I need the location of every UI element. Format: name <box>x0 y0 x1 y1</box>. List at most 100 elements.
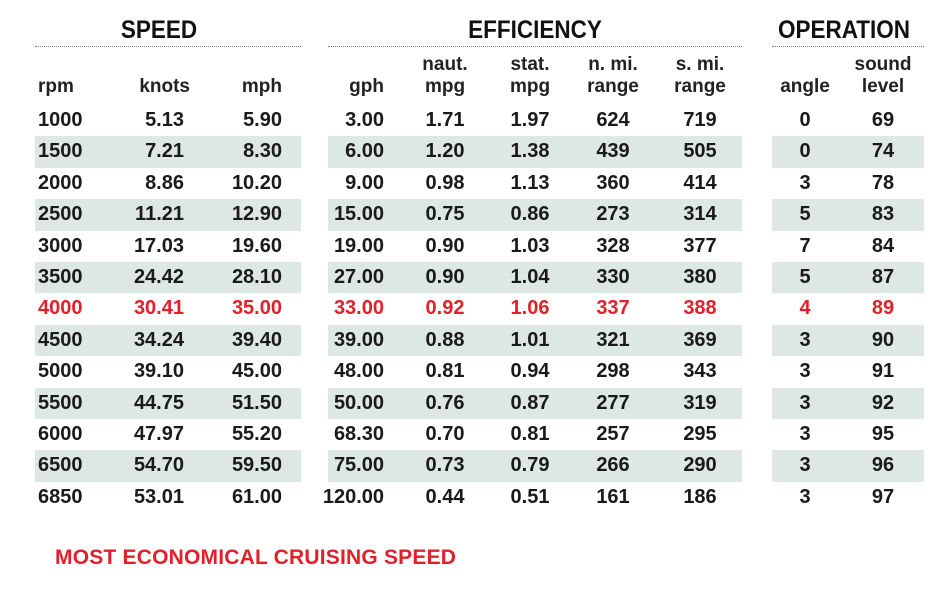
table-cell-nmi-range: 328 <box>596 234 630 257</box>
table-cell-rpm: 4500 <box>38 328 83 351</box>
table-cell-knots: 44.75 <box>133 391 184 414</box>
row-band <box>772 262 924 294</box>
table-cell-smi-range: 369 <box>683 328 717 351</box>
table-cell-gph: 48.00 <box>333 360 384 383</box>
table-cell-stat-mpg: 0.94 <box>510 360 550 383</box>
table-cell-sound-level: 96 <box>871 454 895 477</box>
table-row: 6850 53.01 61.00 120.00 0.44 0.51 161 186 3 97 <box>0 482 936 513</box>
table-cell-gph: 3.00 <box>345 109 384 131</box>
table-cell-rpm: 2500 <box>38 203 83 226</box>
column-header-line1: sound <box>854 54 912 75</box>
table-cell-stat-mpg: 0.87 <box>510 391 550 414</box>
table-cell-knots: 11.21 <box>135 203 184 226</box>
table-cell-angle: 7 <box>799 234 811 257</box>
column-header-line2: knots <box>139 76 190 97</box>
table-cell-gph: 27.00 <box>333 266 384 288</box>
table-cell-stat-mpg: 1.38 <box>510 140 550 163</box>
table-row: 2500 11.21 12.90 15.00 0.75 0.86 273 314 5 83 <box>0 199 936 231</box>
table-cell-rpm: 3500 <box>38 266 83 288</box>
column-header-line2: rpm <box>38 76 74 97</box>
table-cell-nmi-range: 161 <box>596 485 630 508</box>
group-rule-efficiency <box>328 46 742 47</box>
table-cell-knots: 47.97 <box>133 423 184 445</box>
row-band <box>35 450 301 482</box>
table-cell-stat-mpg: 0.81 <box>510 423 550 445</box>
table-cell-knots: 39.10 <box>133 360 184 383</box>
table-cell-mph: 12.90 <box>231 203 282 226</box>
table-row: 6500 54.70 59.50 75.00 0.73 0.79 266 290 3 96 <box>0 450 936 482</box>
table-cell-gph: 68.30 <box>333 423 384 445</box>
column-header-rpm: rpm <box>38 50 98 98</box>
table-row: 4500 34.24 39.40 39.00 0.88 1.01 321 369 3 90 <box>0 324 936 357</box>
table-cell-gph: 9.00 <box>345 171 384 194</box>
table-row: 2000 8.86 10.20 9.00 0.98 1.13 360 414 3 78 <box>0 168 936 199</box>
table-cell-knots: 53.01 <box>133 485 184 508</box>
group-title-speed: SPEED <box>120 16 198 44</box>
table-cell-nmi-range: 330 <box>596 266 630 288</box>
column-header-line2: range <box>674 76 726 97</box>
table-row: 5500 44.75 51.50 50.00 0.76 0.87 277 319 3 92 <box>0 387 936 419</box>
table-cell-stat-mpg: 1.04 <box>510 266 550 288</box>
table-row: 3500 24.42 28.10 27.00 0.90 1.04 330 380 5 87 <box>0 262 936 294</box>
table-cell-angle: 5 <box>799 203 811 226</box>
table-cell-knots: 24.42 <box>133 266 184 288</box>
table-cell-mph: 55.20 <box>231 423 282 445</box>
table-cell-mph: 28.10 <box>231 266 282 288</box>
column-header-line1: n. mi. <box>588 54 638 75</box>
table-cell-mph: 10.20 <box>231 171 282 194</box>
column-header-line2: mpg <box>509 76 551 97</box>
table-cell-nmi-range: 439 <box>596 140 630 163</box>
row-band <box>328 262 742 294</box>
row-band <box>328 450 742 482</box>
table-cell-sound-level: 92 <box>871 391 895 414</box>
table-row: 1000 5.13 5.90 3.00 1.71 1.97 624 719 0 69 <box>0 105 936 136</box>
table-cell-sound-level: 84 <box>871 234 895 257</box>
row-band <box>328 387 742 419</box>
table-cell-knots: 17.03 <box>133 234 184 257</box>
table-cell-gph: 33.00 <box>333 297 384 320</box>
table-cell-stat-mpg: 0.86 <box>510 203 550 226</box>
table-cell-mph: 39.40 <box>231 328 282 351</box>
table-cell-gph: 39.00 <box>333 328 384 351</box>
table-cell-stat-mpg: 0.51 <box>510 485 550 508</box>
table-cell-rpm: 5500 <box>38 391 83 414</box>
table-cell-nmi-range: 257 <box>596 423 630 445</box>
table-cell-nmi-range: 624 <box>596 109 630 131</box>
table-cell-naut-mpg: 0.90 <box>425 234 465 257</box>
column-header-line2: range <box>587 76 639 97</box>
table-row: 1500 7.21 8.30 6.00 1.20 1.38 439 505 0 74 <box>0 136 936 168</box>
table-cell-angle: 3 <box>799 171 811 194</box>
table-cell-nmi-range: 321 <box>596 328 630 351</box>
table-cell-rpm: 6850 <box>38 485 83 508</box>
table-cell-stat-mpg: 1.97 <box>510 109 550 131</box>
table-cell-stat-mpg: 1.03 <box>510 234 550 257</box>
table-cell-smi-range: 319 <box>683 391 717 414</box>
table-cell-naut-mpg: 0.75 <box>425 203 465 226</box>
table-cell-smi-range: 380 <box>683 266 717 288</box>
table-cell-sound-level: 78 <box>871 171 895 194</box>
table-cell-mph: 5.90 <box>243 109 282 131</box>
row-band <box>328 324 742 357</box>
table-cell-knots: 30.41 <box>133 297 184 320</box>
table-cell-knots: 7.21 <box>145 140 184 163</box>
row-band <box>35 136 301 168</box>
table-cell-naut-mpg: 0.90 <box>425 266 465 288</box>
table-cell-sound-level: 83 <box>871 203 895 226</box>
group-title-operation: OPERATION <box>777 16 911 44</box>
column-header-line1: s. mi. <box>675 54 725 75</box>
row-band <box>35 387 301 419</box>
table-cell-gph: 50.00 <box>333 391 384 414</box>
table-cell-stat-mpg: 1.06 <box>510 297 550 320</box>
table-cell-angle: 3 <box>799 454 811 477</box>
table-cell-smi-range: 290 <box>683 454 717 477</box>
table-cell-angle: 4 <box>799 297 811 320</box>
group-rule-operation <box>772 46 924 47</box>
table-cell-angle: 3 <box>799 391 811 414</box>
table-cell-rpm: 5000 <box>38 360 83 383</box>
column-header-line1: stat. <box>510 54 550 75</box>
row-band <box>772 136 924 168</box>
table-row: 5000 39.10 45.00 48.00 0.81 0.94 298 343 3 91 <box>0 356 936 387</box>
column-header-angle: angle <box>770 50 840 98</box>
column-header-line2: mph <box>241 76 282 97</box>
table-cell-nmi-range: 266 <box>596 454 630 477</box>
